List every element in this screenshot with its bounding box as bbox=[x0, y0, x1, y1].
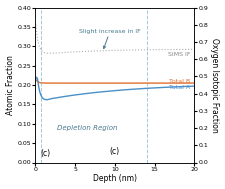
Text: (c): (c) bbox=[110, 147, 120, 156]
Text: Slight increase in IF: Slight increase in IF bbox=[79, 29, 141, 49]
Text: Total B: Total B bbox=[169, 79, 190, 84]
X-axis label: Depth (nm): Depth (nm) bbox=[93, 174, 137, 184]
Text: (c): (c) bbox=[40, 149, 50, 158]
Y-axis label: Atomic Fraction: Atomic Fraction bbox=[6, 55, 15, 115]
Text: Depletion Region: Depletion Region bbox=[57, 125, 117, 131]
Text: Total A: Total A bbox=[169, 85, 190, 90]
Y-axis label: Oxygen Isotopic Fraction: Oxygen Isotopic Fraction bbox=[210, 38, 219, 132]
Text: SIMS IF: SIMS IF bbox=[168, 52, 190, 57]
